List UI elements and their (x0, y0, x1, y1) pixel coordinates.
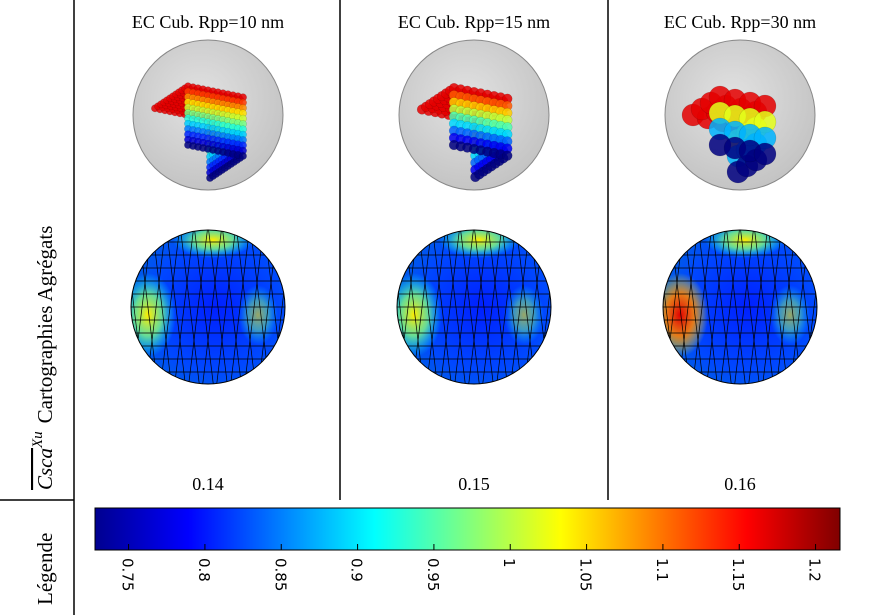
mesh (459, 230, 481, 384)
mesh (173, 230, 195, 384)
mesh (697, 230, 719, 384)
mesh (725, 230, 747, 384)
mesh (235, 230, 257, 384)
column-header: EC Cub. Rpp=15 nm (398, 12, 550, 32)
hotspot (705, 230, 785, 258)
particle (753, 142, 777, 166)
mesh (187, 230, 209, 384)
mesh (207, 230, 229, 384)
legend-label: Légende (33, 533, 57, 605)
mesh (753, 230, 775, 384)
mesh (201, 230, 223, 384)
hotspot (173, 230, 253, 258)
hotspot (663, 273, 708, 357)
colorbar-tick-label: 1.1 (653, 558, 671, 582)
colorbar-tick-label: 1.05 (577, 558, 595, 591)
mesh (501, 230, 523, 384)
mesh (179, 230, 201, 384)
particle (239, 152, 247, 160)
mesh (767, 230, 789, 384)
particle (502, 150, 513, 161)
mesh (481, 230, 503, 384)
mesh (431, 230, 453, 384)
mesh (370, 225, 390, 390)
mesh (165, 230, 187, 384)
mesh (775, 230, 797, 384)
column-value: 0.16 (724, 474, 756, 494)
hotspot (439, 230, 519, 258)
mesh (104, 225, 124, 390)
column-header: EC Cub. Rpp=10 nm (132, 12, 284, 32)
mesh (761, 230, 783, 384)
mesh (151, 230, 173, 384)
mesh (691, 230, 713, 384)
sphere-outline (396, 229, 552, 385)
column-value: 0.14 (192, 474, 224, 494)
colorbar-tick-label: 0.95 (424, 558, 442, 591)
mesh (292, 225, 312, 390)
colorbar-tick-label: 0.8 (195, 558, 213, 582)
row-label: CscaXuCartographies Agrégats (30, 226, 57, 490)
hotspot (131, 273, 176, 357)
mesh (739, 230, 761, 384)
colorbar (94, 507, 841, 551)
aggregate (416, 82, 513, 183)
mesh (159, 230, 181, 384)
mesh (824, 225, 844, 390)
sphere-outline (130, 229, 286, 385)
mesh (683, 230, 705, 384)
sphere-outline (662, 229, 818, 385)
hotspot (397, 273, 442, 357)
mesh (445, 230, 467, 384)
mesh (229, 230, 251, 384)
aggregate (681, 85, 777, 184)
hotspot (504, 285, 544, 345)
hotspot (770, 285, 810, 345)
mesh (417, 230, 439, 384)
mesh (733, 230, 755, 384)
mesh (439, 230, 461, 384)
colorbar-tick-label: 0.9 (348, 558, 366, 582)
mesh (495, 230, 517, 384)
mesh (193, 230, 215, 384)
colorbar-tick-label: 1 (500, 558, 518, 568)
column-value: 0.15 (458, 474, 490, 494)
colorbar-tick-label: 1.2 (806, 558, 824, 582)
mesh (747, 230, 769, 384)
column-header: EC Cub. Rpp=30 nm (664, 12, 816, 32)
mesh (473, 230, 495, 384)
colorbar-tick-label: 1.15 (729, 558, 747, 591)
mesh (711, 230, 733, 384)
mesh (453, 230, 475, 384)
mesh (467, 230, 489, 384)
mesh (636, 225, 656, 390)
mesh (221, 230, 243, 384)
table-lines (0, 0, 609, 615)
mesh (558, 225, 578, 390)
mesh (509, 230, 531, 384)
colorbar-tick-label: 0.75 (119, 558, 137, 591)
map-sphere (636, 225, 844, 390)
mesh (425, 230, 447, 384)
mesh (719, 230, 741, 384)
map-sphere (104, 225, 312, 390)
mesh (215, 230, 237, 384)
map-sphere (370, 225, 578, 390)
mesh (705, 230, 727, 384)
colorbar-tick-label: 0.85 (271, 558, 289, 591)
aggregate (151, 82, 247, 182)
mesh (243, 230, 265, 384)
mesh (487, 230, 509, 384)
hotspot (238, 285, 278, 345)
